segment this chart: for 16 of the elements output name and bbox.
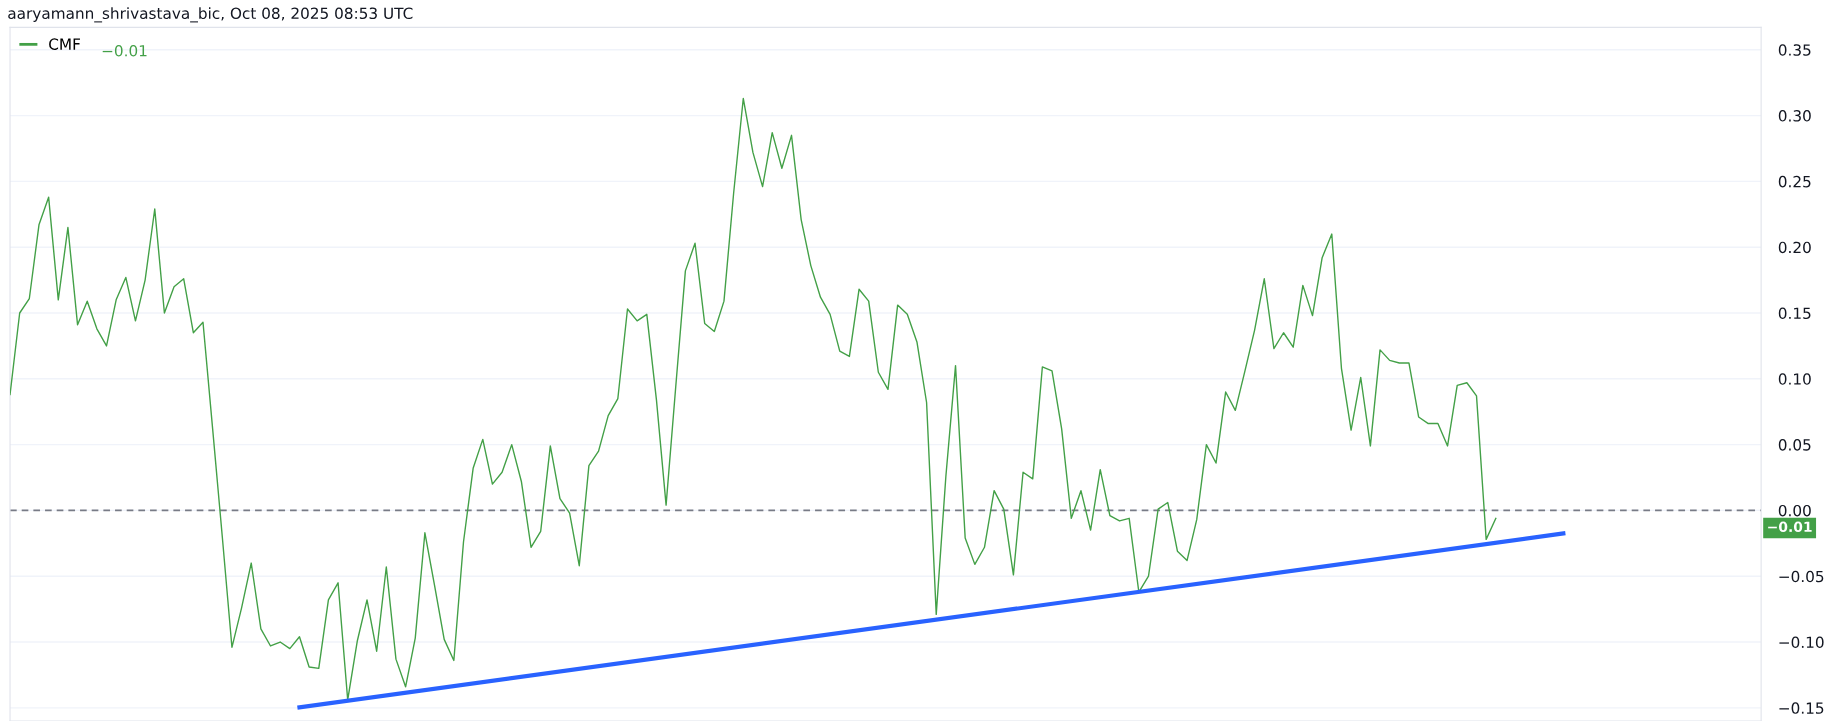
- y-tick-label: 0.05: [1778, 439, 1811, 451]
- y-tick-label: 0.35: [1778, 44, 1811, 56]
- y-tick-label: 0.10: [1778, 373, 1811, 385]
- annotation: −0.01: [102, 45, 147, 57]
- y-tick-label: 0.00: [1778, 504, 1811, 517]
- y-tick-label: 0.15: [1778, 307, 1811, 320]
- y-tick-label: 0.25: [1778, 175, 1811, 188]
- legend-label: CMF: [49, 38, 80, 50]
- text: −0.01: [1768, 521, 1812, 533]
- y-tick-label: −0.05: [1779, 570, 1824, 583]
- chart-title: aaryamann_shrivastava_bic, Oct 08, 2025 08:53 UTC: [8, 7, 413, 23]
- y-tick-label: 0.20: [1778, 241, 1811, 254]
- y-tick-label: −0.10: [1779, 636, 1824, 649]
- y-tick-label: 0.30: [1778, 110, 1811, 122]
- line-series: [10, 97, 1497, 701]
- y-tick-label: −0.15: [1779, 702, 1824, 714]
